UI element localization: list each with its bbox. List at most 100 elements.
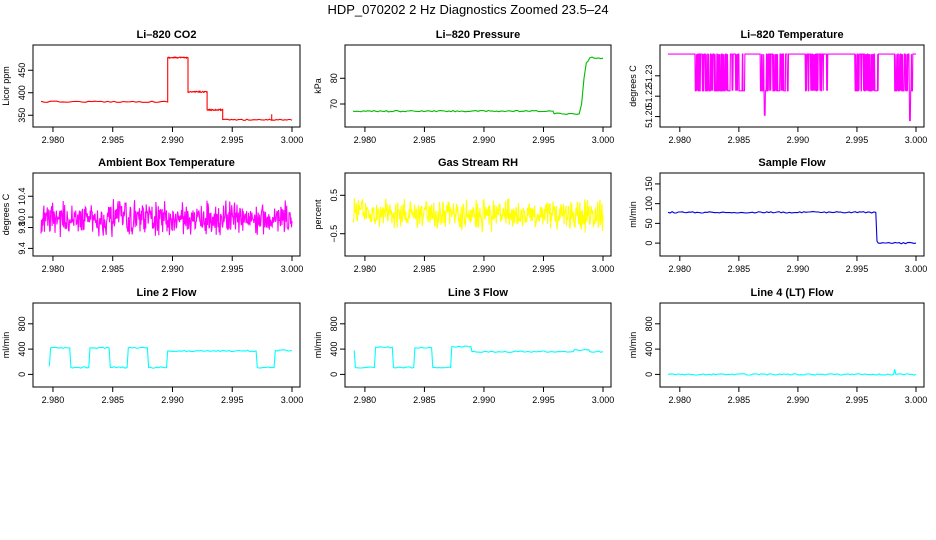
x-tick-label: 2.995 (846, 264, 869, 274)
y-tick-label: 51.22 (644, 85, 654, 108)
x-tick-label: 2.990 (161, 135, 184, 145)
x-tick-label: 3.000 (592, 264, 615, 274)
x-tick-label: 2.990 (473, 264, 496, 274)
x-axis: 2.980 2.985 2.990 2.995 3.000 (42, 256, 303, 274)
y-axis: 350 400 450 (17, 63, 33, 123)
panel-8: Line 3 Flow 2.980 2.985 2.990 2.995 3.000 0 400… (313, 287, 614, 405)
x-tick-label: 2.980 (42, 395, 65, 405)
y-tick-label: 0 (644, 241, 654, 246)
x-axis: 2.980 2.985 2.990 2.995 3.000 (42, 387, 304, 405)
x-tick-label: 3.000 (592, 395, 615, 405)
panel-title: Sample Flow (758, 157, 826, 169)
x-tick-label: 2.980 (354, 395, 377, 405)
x-tick-label: 2.980 (42, 135, 65, 145)
x-tick-label: 2.995 (846, 395, 869, 405)
y-tick-label: 10.0 (17, 208, 27, 226)
panel-title: Line 3 Flow (448, 287, 508, 299)
x-tick-label: 2.985 (413, 264, 436, 274)
plot-frame (344, 172, 612, 257)
x-tick-label: 3.000 (281, 395, 304, 405)
y-axis: −0.5 0.5 (329, 189, 345, 243)
panel-title: Li–820 Temperature (740, 29, 843, 41)
y-tick-label: 0.5 (329, 189, 339, 202)
y-axis-title: ml/min (313, 332, 323, 359)
x-tick-label: 2.990 (473, 135, 496, 145)
y-tick-label: 800 (329, 316, 339, 331)
series-line (667, 369, 917, 376)
panel-3: Li–820 Temperature 2.980 2.985 2.990 2.995 3.… (628, 29, 927, 145)
x-tick-label: 2.980 (669, 264, 692, 274)
plot-frame (659, 302, 925, 388)
x-tick-label: 2.995 (532, 264, 555, 274)
panel-title: Gas Stream RH (438, 157, 518, 169)
x-tick-label: 2.990 (473, 395, 496, 405)
x-tick-label: 2.995 (221, 264, 244, 274)
y-tick-label: 100 (644, 196, 654, 211)
x-tick-label: 2.985 (728, 135, 751, 145)
y-tick-label: 9.8 (17, 221, 27, 234)
panel-5: Gas Stream RH 2.980 2.985 2.990 2.995 3.000 −0… (313, 157, 614, 274)
y-axis: 0 50 100 150 (644, 176, 660, 246)
x-tick-label: 2.990 (161, 264, 184, 274)
y-tick-label: 350 (17, 108, 27, 123)
x-axis: 2.980 2.985 2.990 2.995 3.000 (354, 127, 614, 145)
y-axis: 0 400 800 (644, 316, 660, 377)
x-tick-label: 2.985 (101, 395, 124, 405)
y-axis-title: kPa (313, 78, 323, 94)
x-tick-label: 2.990 (161, 395, 184, 405)
y-axis-title: Licor ppm (1, 66, 11, 106)
plot-frame (32, 302, 301, 388)
x-tick-label: 2.990 (787, 264, 810, 274)
x-tick-label: 3.000 (905, 264, 928, 274)
panel-2: Li–820 Pressure 2.980 2.985 2.990 2.995 3.000… (313, 29, 614, 145)
series-line (40, 199, 293, 238)
x-axis: 2.980 2.985 2.990 2.995 3.000 (42, 127, 304, 145)
x-tick-label: 3.000 (281, 135, 304, 145)
y-tick-label: −0.5 (329, 225, 339, 243)
y-axis: 70 80 (329, 73, 345, 109)
y-tick-label: 70 (329, 99, 339, 109)
figure-title: HDP_070202 2 Hz Diagnostics Zoomed 23.5–… (327, 2, 608, 17)
x-tick-label: 2.985 (413, 135, 436, 145)
plot-frame (659, 44, 925, 128)
y-axis: 0 400 800 (17, 316, 33, 377)
panel-title: Li–820 Pressure (436, 29, 520, 41)
x-axis: 2.980 2.985 2.990 2.995 3.000 (669, 387, 928, 405)
y-axis-title: ml/min (1, 332, 11, 359)
x-tick-label: 2.980 (42, 264, 65, 274)
y-axis-title: degrees C (628, 65, 638, 107)
y-tick-label: 51.23 (644, 65, 654, 88)
panel-title: Li–820 CO2 (137, 29, 197, 41)
x-tick-label: 2.990 (787, 135, 810, 145)
x-tick-label: 2.985 (101, 264, 124, 274)
x-tick-label: 3.000 (905, 395, 928, 405)
series-line (40, 56, 293, 121)
y-tick-label: 51.20 (644, 105, 654, 128)
x-tick-label: 2.985 (101, 135, 124, 145)
x-tick-label: 2.980 (669, 135, 692, 145)
y-axis-title: degrees C (1, 193, 11, 235)
series-line (667, 211, 917, 245)
y-axis-title: ml/min (628, 201, 638, 228)
y-tick-label: 80 (329, 73, 339, 83)
plot-frame (344, 44, 612, 128)
series-line (352, 198, 604, 233)
y-axis: 9.4 9.810.0 10.4 (17, 187, 33, 255)
panel-title: Line 4 (LT) Flow (751, 287, 834, 299)
panel-1: Li–820 CO2 2.980 2.985 2.990 2.995 3.000 350 40… (1, 29, 303, 145)
x-tick-label: 2.995 (846, 135, 869, 145)
y-axis: 0 400 800 (329, 316, 345, 377)
y-tick-label: 800 (17, 316, 27, 331)
plot-frame (344, 302, 612, 388)
y-tick-label: 400 (17, 342, 27, 357)
series-line (668, 53, 916, 122)
x-tick-label: 2.980 (354, 264, 377, 274)
y-tick-label: 400 (644, 342, 654, 357)
x-tick-label: 2.985 (728, 264, 751, 274)
y-tick-label: 400 (17, 85, 27, 100)
x-axis: 2.980 2.985 2.990 2.995 3.000 (354, 256, 615, 274)
y-tick-label: 0 (644, 372, 654, 377)
y-tick-label: 9.4 (17, 242, 27, 255)
